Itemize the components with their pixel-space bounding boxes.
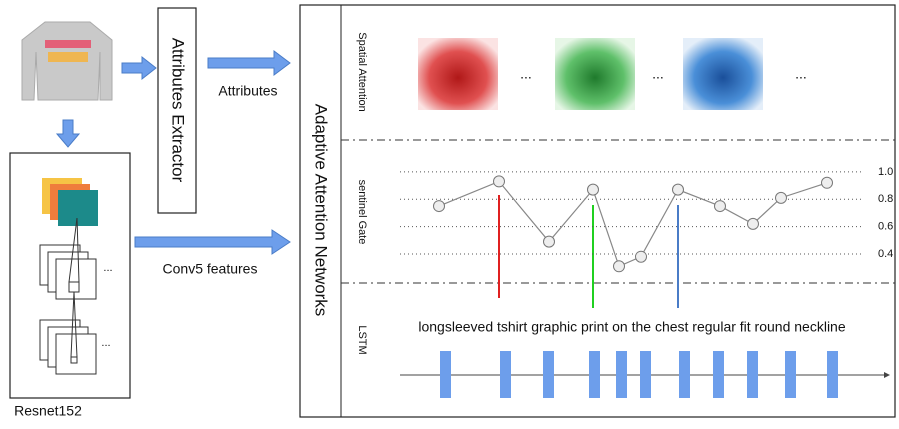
section-label: LSTM <box>356 325 368 354</box>
y-tick-label: 0.4 <box>878 248 893 260</box>
diagram: Attributes Extractor Attributes Conv5 fe… <box>0 0 899 424</box>
gate-point <box>544 236 555 247</box>
gate-point <box>614 261 625 272</box>
arrow-label: Conv5 features <box>163 261 258 277</box>
attention-map <box>683 38 763 110</box>
ellipsis: ... <box>652 66 664 82</box>
ellipsis: ... <box>103 262 112 274</box>
caption: longsleeved tshirt graphic print on the … <box>418 319 845 335</box>
gate-point <box>776 192 787 203</box>
attention-map <box>555 38 635 110</box>
ellipsis: ... <box>520 66 532 82</box>
section-label: sentinel Gate <box>356 180 368 245</box>
gate-point <box>434 201 445 212</box>
arrow <box>122 57 156 79</box>
print <box>48 52 88 62</box>
gate-point <box>636 251 647 262</box>
network-title: Adaptive Attention Networks <box>312 104 331 317</box>
section-label: Spatial Attention <box>356 32 368 112</box>
ellipsis: ... <box>795 66 807 82</box>
y-tick-label: 0.8 <box>878 193 893 205</box>
attributes-box-label: Attributes Extractor <box>169 38 188 183</box>
gate-point <box>822 177 833 188</box>
gate-point <box>494 176 505 187</box>
arrow-label: Attributes <box>218 83 277 99</box>
ellipsis: ... <box>101 337 110 349</box>
print <box>45 40 91 48</box>
y-tick-label: 1.0 <box>878 166 893 178</box>
gate-point <box>588 184 599 195</box>
gate-point <box>715 201 726 212</box>
gate-point <box>748 218 759 229</box>
arrow <box>57 120 79 147</box>
attention-map <box>418 38 498 110</box>
feature-map <box>58 190 98 226</box>
y-tick-label: 0.6 <box>878 221 893 233</box>
gate-point <box>673 184 684 195</box>
arrow <box>208 51 290 75</box>
resnet-label: Resnet152 <box>14 403 82 419</box>
arrow <box>135 230 290 254</box>
